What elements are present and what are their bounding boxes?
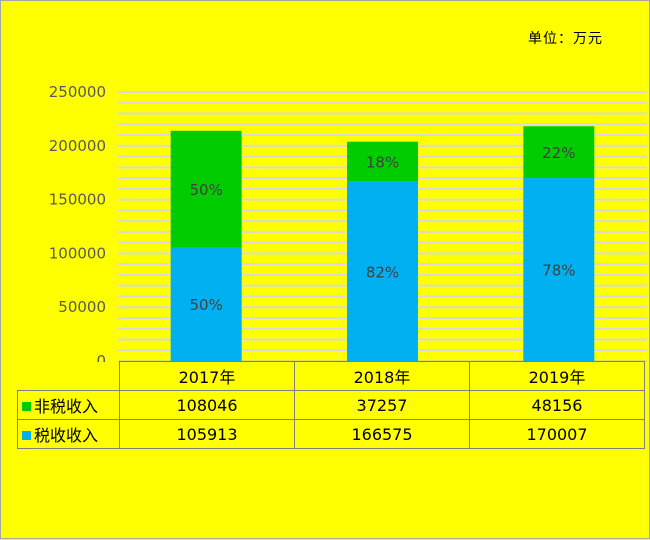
legend-entry-nontax: 非税收入: [17, 390, 120, 420]
table-row-nontax: 非税收入 108046 37257 48156: [17, 390, 645, 420]
data-label: 18%: [366, 154, 399, 172]
y-tick-label: 50000: [58, 298, 106, 316]
y-tick-label: 250000: [49, 83, 106, 101]
table-col-header: 2019年: [469, 361, 645, 391]
table-cell: 48156: [469, 390, 645, 420]
table-cell: 108046: [119, 390, 295, 420]
table-col-header: 2018年: [294, 361, 470, 391]
bar-segment-nontax: [523, 126, 595, 179]
table-col-header: 2017年: [119, 361, 295, 391]
bar-segment-nontax: [347, 141, 418, 182]
data-label: 22%: [542, 144, 575, 162]
y-tick-label: 150000: [49, 191, 106, 209]
data-label: 78%: [542, 262, 575, 280]
data-label: 82%: [366, 263, 399, 281]
legend-label: 税收收入: [34, 426, 99, 445]
table-header-row: 2017年 2018年 2019年: [17, 361, 645, 391]
legend-swatch-nontax: [22, 402, 31, 411]
bar-segment-tax: [523, 178, 595, 361]
y-tick-label: 0: [96, 352, 106, 370]
y-tick-label: 200000: [49, 137, 106, 155]
legend-entry-tax: 税收收入: [17, 419, 120, 449]
data-label: 50%: [189, 296, 222, 314]
y-tick-label: 100000: [49, 244, 106, 262]
table-row-tax: 税收收入 105913 166575 170007: [17, 419, 645, 449]
bar-segment-tax: [347, 181, 418, 361]
table-corner: [17, 361, 120, 391]
table-cell: 170007: [469, 419, 645, 449]
data-table: 2017年 2018年 2019年 非税收入 108046 37257 4815…: [17, 361, 645, 449]
table-cell: 105913: [119, 419, 295, 449]
legend-label: 非税收入: [34, 397, 99, 416]
data-label: 50%: [189, 181, 222, 199]
bar-segment-nontax: [170, 130, 242, 248]
table-cell: 37257: [294, 390, 470, 420]
unit-label: 单位：万元: [528, 31, 603, 47]
bar-segment-tax: [170, 247, 242, 361]
table-cell: 166575: [294, 419, 470, 449]
legend-swatch-tax: [22, 431, 31, 440]
